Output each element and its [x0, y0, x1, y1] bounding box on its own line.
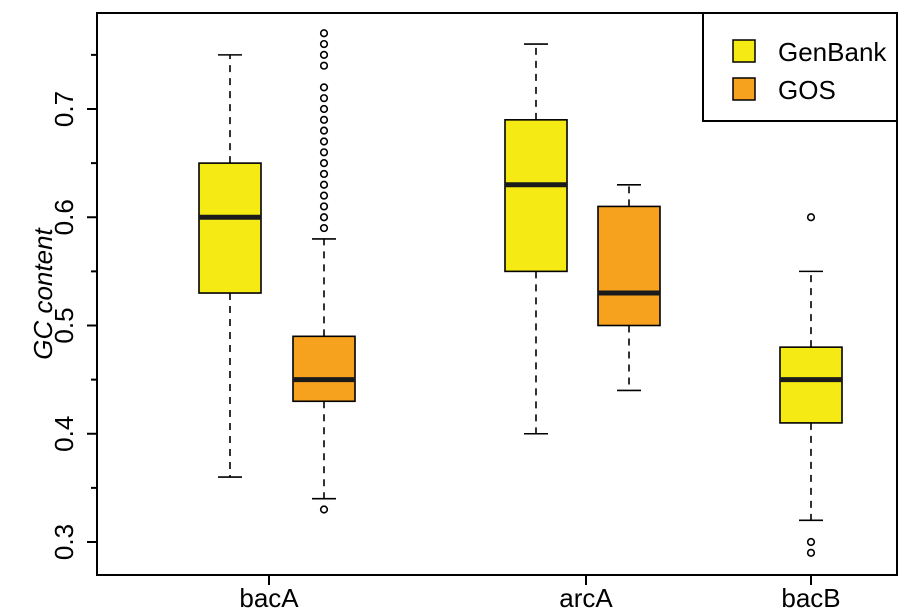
outlier-point	[319, 505, 329, 514]
outlier-point	[319, 191, 329, 200]
y-axis-title: GC content	[28, 226, 58, 359]
y-tick-label: 0.4	[49, 416, 79, 452]
boxes	[198, 29, 843, 557]
outlier-point	[319, 213, 329, 222]
box-bacA-gos	[292, 29, 356, 514]
outlier-point	[806, 548, 816, 557]
outlier-point	[319, 94, 329, 103]
y-axis: 0.3 0.4 0.5 0.6 0.7	[49, 53, 97, 560]
outlier-point	[806, 537, 816, 547]
outlier-point	[319, 180, 329, 189]
x-axis: bacA arcA bacB	[239, 575, 841, 609]
legend-swatch-gos	[732, 77, 756, 101]
outlier-point	[319, 137, 329, 146]
x-tick-label: bacB	[781, 583, 840, 609]
outlier-point	[319, 104, 329, 114]
legend-swatch-genbank	[732, 39, 756, 63]
box-iqr	[504, 119, 568, 273]
legend: GenBank GOS	[702, 12, 898, 122]
outlier-point	[319, 83, 329, 92]
outlier-point	[319, 169, 329, 179]
box-iqr	[597, 205, 661, 327]
box-bacA-genbank	[198, 54, 262, 478]
outlier-point	[319, 202, 329, 211]
legend-label-genbank: GenBank	[778, 37, 887, 67]
outlier-point	[319, 61, 329, 70]
outlier-point	[319, 39, 329, 49]
box-bacB-genbank	[779, 213, 843, 557]
y-tick-label: 0.5	[49, 307, 79, 343]
box-iqr	[779, 346, 843, 424]
x-tick-label: arcA	[559, 583, 613, 609]
y-tick-label: 0.7	[49, 91, 79, 127]
x-tick-label: bacA	[239, 583, 299, 609]
legend-frame	[702, 12, 898, 122]
legend-label-gos: GOS	[778, 75, 836, 105]
box-arcA-gos	[597, 183, 661, 392]
outlier-point	[319, 159, 329, 168]
outlier-point	[319, 223, 329, 233]
outlier-point	[319, 126, 329, 135]
outlier-point	[319, 50, 329, 59]
outlier-point	[319, 115, 329, 124]
box-iqr	[292, 335, 356, 403]
box-arcA-genbank	[504, 43, 568, 435]
plot-frame	[96, 12, 898, 576]
outlier-point	[319, 148, 329, 157]
outlier-point	[319, 29, 329, 38]
y-tick-label: 0.3	[49, 524, 79, 560]
box-iqr	[198, 162, 262, 294]
outlier-point	[806, 213, 816, 222]
y-tick-label: 0.6	[49, 199, 79, 235]
